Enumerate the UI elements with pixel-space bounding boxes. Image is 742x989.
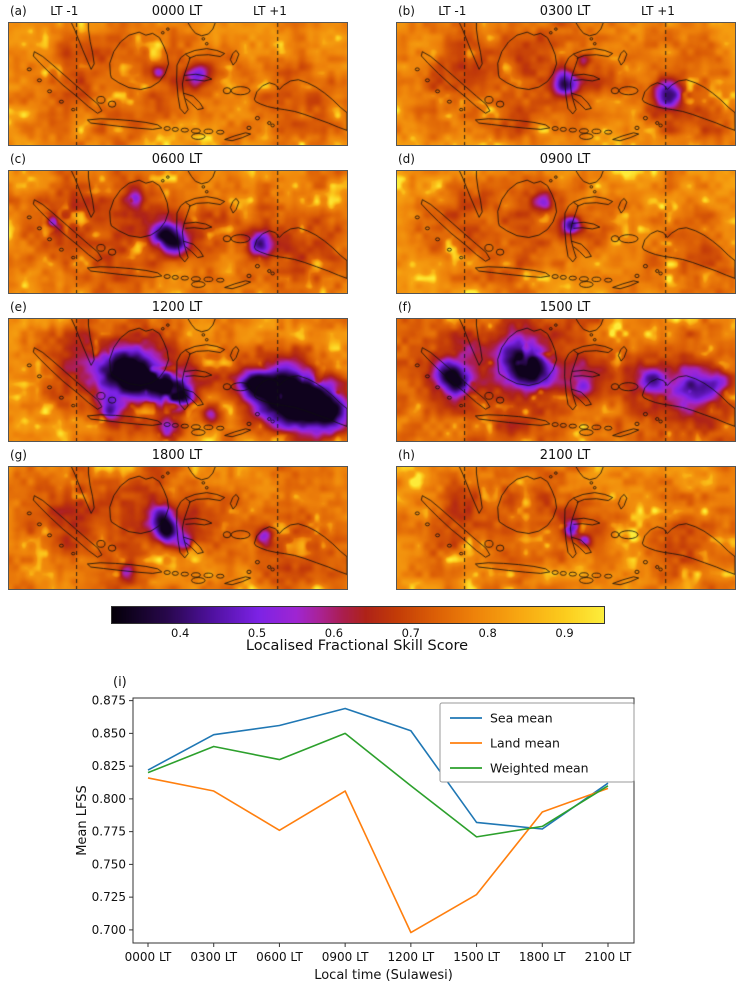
panel-c-header: (c) 0600 LT	[8, 150, 346, 170]
colorbar-tick-label: 0.6	[324, 626, 344, 640]
y-tick-label: 0.725	[92, 890, 126, 904]
panel-b-heatmap	[396, 22, 736, 146]
x-tick-label: 1500 LT	[453, 950, 500, 964]
panel-d: (d) 0900 LT	[396, 150, 736, 294]
panel-letter: (b)	[398, 4, 415, 18]
panel-f: (f) 1500 LT	[396, 298, 736, 442]
panel-title: 2100 LT	[539, 448, 591, 463]
panel-a: (a) LT -1 0000 LT LT +1	[8, 2, 348, 146]
lt-minus-label: LT -1	[50, 4, 79, 18]
panel-a-header: (a) LT -1 0000 LT LT +1	[8, 2, 346, 22]
panel-title: 1500 LT	[539, 300, 591, 315]
panel-title: 0600 LT	[151, 152, 203, 167]
colorbar-ticks: 0.4 0.5 0.6 0.7 0.8 0.9	[111, 624, 603, 640]
panel-title: 0300 LT	[539, 4, 591, 19]
x-tick-label: 0000 LT	[125, 950, 172, 964]
panel-e: (e) 1200 LT	[8, 298, 348, 442]
panel-letter: (d)	[398, 152, 415, 166]
panel-d-header: (d) 0900 LT	[396, 150, 734, 170]
chart-plot-border	[132, 697, 635, 944]
panel-title: 1800 LT	[151, 448, 203, 463]
y-tick-label: 0.700	[92, 923, 126, 937]
panel-letter: (e)	[10, 300, 27, 314]
y-tick-label: 0.875	[92, 694, 126, 708]
panel-d-heatmap	[396, 170, 736, 294]
panel-b-header: (b) LT -1 0300 LT LT +1	[396, 2, 734, 22]
mean-lfss-chart: (i) 0.875 0.850 0.825 0.800 0.775 0.750 0.725 0.…	[75, 675, 635, 983]
panel-c: (c) 0600 LT	[8, 150, 348, 294]
panel-f-header: (f) 1500 LT	[396, 298, 734, 318]
panel-h: (h) 2100 LT	[396, 446, 736, 590]
y-tick-label: 0.850	[92, 726, 126, 740]
colorbar-tick-label: 0.9	[555, 626, 574, 640]
panel-g-header: (g) 1800 LT	[8, 446, 346, 466]
panel-title: 0000 LT	[151, 4, 203, 19]
panel-f-heatmap	[396, 318, 736, 442]
legend-label: Land mean	[490, 736, 560, 751]
lt-minus-label: LT -1	[438, 4, 467, 18]
x-tick-label: 0600 LT	[256, 950, 303, 964]
series-land-mean	[147, 777, 609, 934]
y-tick-label: 0.800	[92, 792, 126, 806]
legend-label: Weighted mean	[490, 761, 589, 776]
panel-g-heatmap	[8, 466, 348, 590]
colorbar-label: Localised Fractional Skill Score	[245, 638, 469, 654]
panel-letter: (f)	[398, 300, 412, 314]
y-tick-label: 0.750	[92, 857, 126, 871]
x-tick-label: 2100 LT	[585, 950, 632, 964]
panel-letter: (g)	[10, 448, 27, 462]
panel-g: (g) 1800 LT	[8, 446, 348, 590]
panel-c-heatmap	[8, 170, 348, 294]
panel-title: 0900 LT	[539, 152, 591, 167]
series-weighted-mean	[147, 732, 609, 838]
lt-plus-label: LT +1	[253, 4, 287, 18]
x-tick-label: 1200 LT	[387, 950, 434, 964]
panel-title: 1200 LT	[151, 300, 203, 315]
panel-e-header: (e) 1200 LT	[8, 298, 346, 318]
y-tick-label: 0.825	[92, 759, 126, 773]
legend-box	[439, 702, 635, 783]
x-tick-label: 0300 LT	[190, 950, 237, 964]
y-tick-label: 0.775	[92, 825, 126, 839]
panel-letter: (c)	[10, 152, 26, 166]
panel-a-heatmap	[8, 22, 348, 146]
panel-h-heatmap	[396, 466, 736, 590]
panel-h-header: (h) 2100 LT	[396, 446, 734, 466]
legend-label: Sea mean	[490, 711, 553, 726]
chart-panel-label: (i)	[113, 675, 127, 690]
colorbar-tick-label: 0.4	[171, 626, 190, 640]
lt-plus-label: LT +1	[641, 4, 675, 18]
y-axis-label: Mean LFSS	[75, 785, 90, 856]
panel-e-heatmap	[8, 318, 348, 442]
colorbar-tick-label: 0.5	[247, 626, 267, 640]
colorbar-gradient	[111, 606, 605, 624]
colorbar: 0.4 0.5 0.6 0.7 0.8 0.9 Localised Fractional …	[111, 606, 605, 654]
panel-b: (b) LT -1 0300 LT LT +1	[396, 2, 736, 146]
colorbar-tick-label: 0.7	[401, 626, 420, 640]
panel-letter: (a)	[10, 4, 27, 18]
x-axis-label: Local time (Sulawesi)	[314, 968, 453, 983]
x-tick-label: 0900 LT	[322, 950, 369, 964]
colorbar-tick-label: 0.8	[478, 626, 497, 640]
panel-letter: (h)	[398, 448, 415, 462]
x-tick-label: 1800 LT	[519, 950, 566, 964]
